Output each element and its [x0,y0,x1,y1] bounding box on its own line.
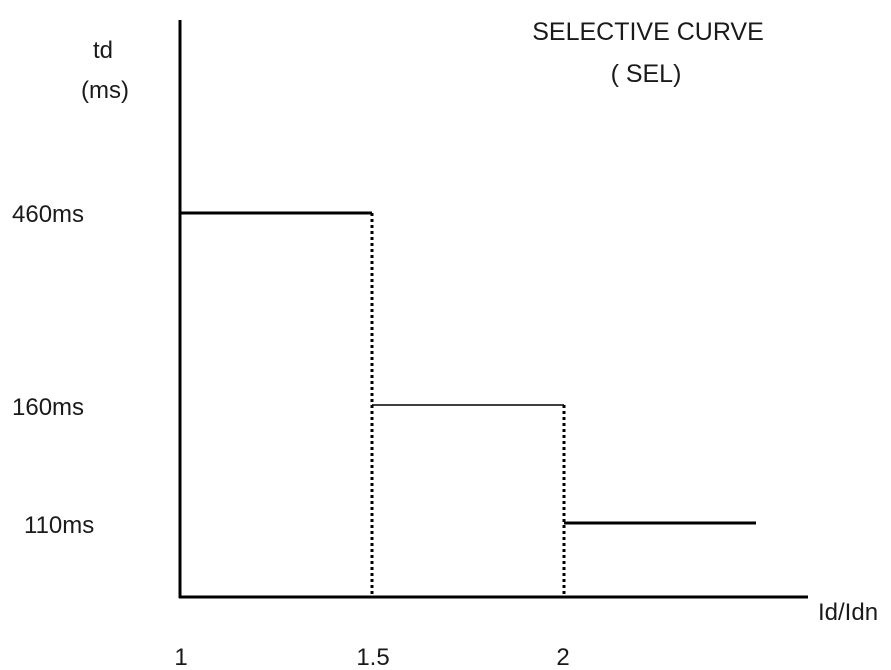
x-tick-label: 1 [174,644,187,670]
x-tick-label: 1.5 [356,644,389,670]
y-tick-label: 460ms [12,201,84,228]
chart-subtitle: ( SEL) [611,60,682,88]
y-axis-label-line1: td [93,37,113,64]
y-axis-label-line2: (ms) [81,77,129,104]
x-axis-label: Id/Idn [818,599,878,626]
chart-title: SELECTIVE CURVE [532,18,764,46]
y-tick-label: 110ms [24,512,94,539]
x-tick-label: 2 [556,644,569,670]
y-tick-label: 160ms [12,394,84,421]
